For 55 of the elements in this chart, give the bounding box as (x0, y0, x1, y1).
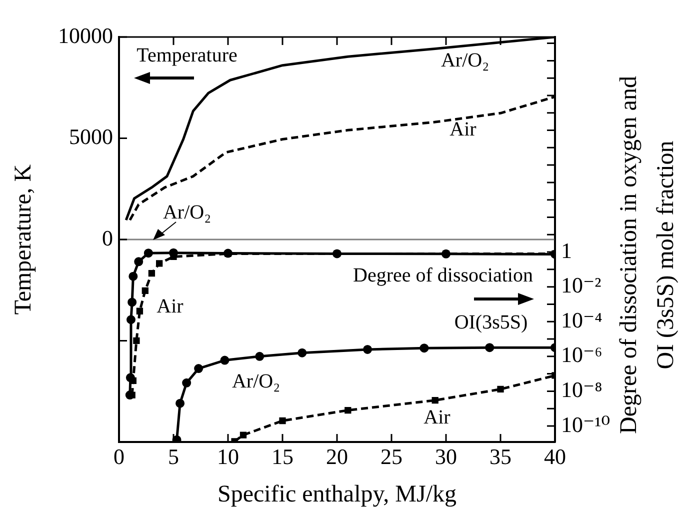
point (142, 287, 148, 294)
y2-tick-label: 10⁻⁸ (561, 376, 602, 402)
y2-tick-label: 1 (561, 238, 572, 263)
y2-axis-title: Degree of dissociation in oxygen and OI (3s5S) mole fraction (616, 76, 679, 434)
annotation: Ar/O₂ (440, 49, 490, 72)
y2-tick-label: 10⁻¹⁰ (561, 412, 610, 437)
annotation: Air (424, 406, 451, 428)
x-tick-label: 40 (544, 444, 566, 469)
point (136, 308, 144, 314)
annotation: Air (450, 118, 477, 140)
point (298, 348, 307, 358)
point (363, 344, 372, 354)
point (134, 257, 144, 266)
x-tick-label: 30 (435, 444, 457, 469)
point (128, 298, 137, 307)
point (133, 337, 140, 344)
y2-tick-label: 10⁻⁶ (561, 342, 602, 368)
point (144, 248, 153, 258)
annotation: OI(3s5S) (454, 311, 528, 334)
annotation: Degree of dissociation (353, 264, 533, 286)
y-tick-label: 5000 (69, 124, 113, 150)
point (128, 272, 138, 281)
point (182, 378, 192, 388)
point (194, 364, 204, 374)
point (156, 260, 163, 267)
annotation: Ar/O₂ (232, 370, 280, 392)
annotation: Ar/O₂ (162, 201, 212, 224)
y-tick-label: 10000 (58, 22, 113, 48)
point (497, 386, 504, 393)
annotation: Air (156, 295, 184, 318)
point (240, 432, 247, 438)
x-tick-label: 25 (380, 444, 402, 469)
point (126, 315, 136, 324)
y-axis-title: Temperature, K (10, 164, 36, 315)
x-tick-label: 15 (272, 444, 294, 469)
point (279, 417, 286, 424)
point (176, 398, 185, 408)
point (344, 406, 352, 414)
y-tick-label: 0 (102, 225, 113, 250)
y2-tick-label: 10⁻⁴ (561, 307, 603, 332)
point (255, 352, 264, 361)
x-tick-label: 5 (168, 444, 179, 469)
point (432, 396, 438, 404)
point (126, 373, 135, 382)
x-axis-title: Specific enthalpy, MJ/kg (217, 481, 457, 508)
point (148, 270, 156, 277)
x-tick-label: 10 (217, 444, 239, 469)
point (220, 356, 230, 365)
y2-tick-label: 10⁻² (561, 272, 602, 298)
annotation: Temperature (136, 44, 238, 66)
point (485, 343, 494, 352)
x-tick-label: 20 (326, 444, 348, 469)
point (420, 344, 429, 353)
point (125, 390, 134, 400)
x-tick-label: 35 (490, 444, 512, 469)
